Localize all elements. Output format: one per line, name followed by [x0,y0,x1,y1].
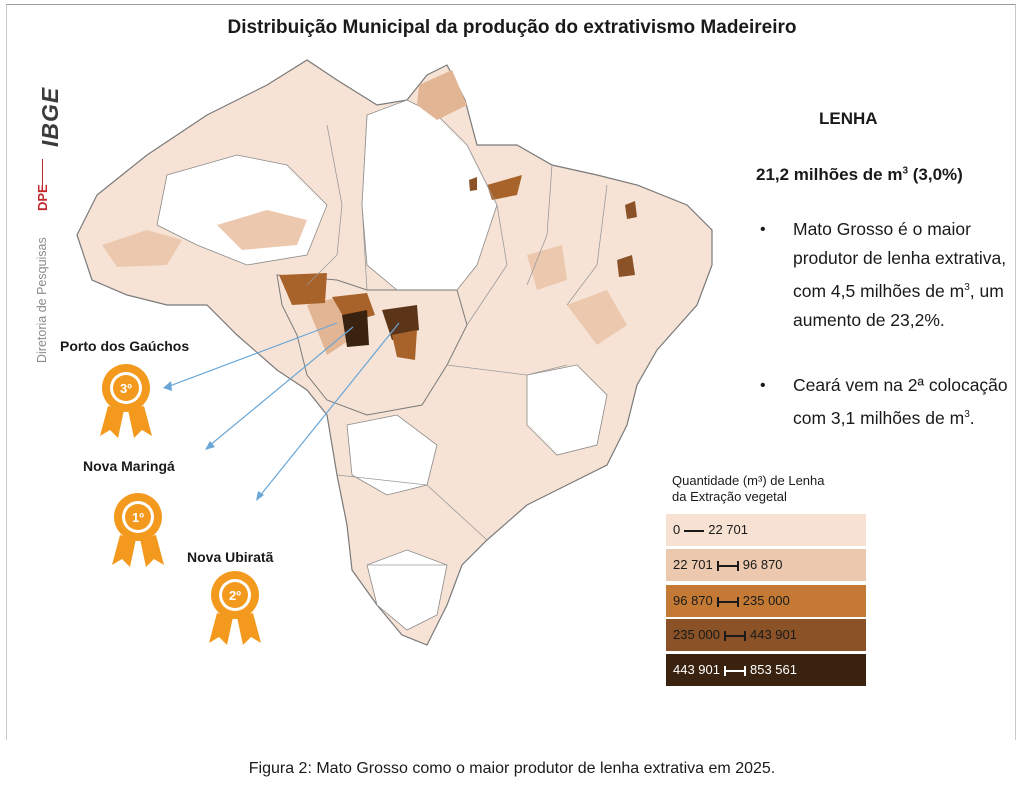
label-nova-ubirata: Nova Ubiratã [187,549,274,565]
info-heading: LENHA [819,109,878,128]
sidebar-divider [42,159,43,189]
state-lines [306,114,608,566]
patch-amapa [417,70,467,120]
slide: Distribuição Municipal da produção do ex… [6,4,1016,740]
legend-swatch [666,654,866,686]
legend-range: 96 870 235 000 [673,593,790,608]
medal-place-second: 2º [229,588,241,603]
area-nova-maringa [342,310,369,347]
medal-third [100,364,152,438]
legend-swatch [666,549,866,581]
brazil-map [76,59,713,646]
legend-high-value: 443 901 [750,627,797,642]
label-nova-maringa: Nova Maringá [83,458,175,474]
legend-low-value: 235 000 [673,627,720,642]
patch-piaui [527,245,567,290]
bullet-icon: • [760,377,766,394]
legend-range-separator [724,630,746,641]
figure-caption: Figura 2: Mato Grosso como o maior produ… [248,760,776,777]
area-pernambuco [617,255,635,277]
legend-high-value: 96 870 [742,557,783,572]
pointer-head-porto-dos-gauchos [163,381,172,391]
pointer-nova-ubirata [258,322,400,498]
legend-range: 22 701 96 870 [673,557,783,572]
legend-class-5: 443 901 853 561 [666,654,876,686]
legend-range-separator [724,665,746,676]
legend-low-value: 0 [673,522,681,537]
legend-range-separator [716,596,739,607]
label-porto-dos-gauchos: Porto dos Gaúchos [60,338,190,354]
legend-range-separator [716,560,739,571]
region-rs-blank [366,549,448,631]
patch-northeast [567,290,627,345]
legend-class-4: 235 000 443 901 [666,619,876,651]
medal-layer: 3º 1º 2º [100,364,261,645]
map-title: Distribuição Municipal da produção do ex… [227,17,797,38]
area-ceara [625,201,637,219]
medal-place-first: 1º [132,510,144,525]
legend-class-1: 0 22 701 [666,514,876,546]
pointer-head-nova-ubirata [256,491,264,501]
legend-high-value: 853 561 [750,662,797,677]
legend-low-value: 443 901 [673,662,720,677]
area-porto-dos-gauchos [279,273,327,305]
area-nova-ubirata [382,305,419,340]
legend-high-value: 22 701 [708,522,748,537]
area-para-small [469,177,477,191]
pointer-porto-dos-gauchos [166,322,338,388]
legend-range-separator [684,529,705,532]
patch-amazonas-central [217,210,307,250]
legend-class-2: 22 701 96 870 [666,549,876,581]
bullet-ceara: • Ceará vem na 2ª colocação com 3,1 milh… [760,371,1023,433]
legend-title: Quantidade (m³) de Lenha da Extração veg… [672,473,825,504]
medal-first [112,493,164,567]
legend-range: 235 000 443 901 [673,627,797,642]
medal-place-third: 3º [120,381,132,396]
bullet-icon: • [760,221,766,238]
legend-swatch [666,585,866,617]
legend-class-3: 96 870 235 000 [666,585,876,617]
pointer-nova-maringa [208,326,354,447]
medal-second [209,571,261,645]
area-mt-south [392,330,417,360]
legend-high-value: 235 000 [742,593,790,608]
info-total: 21,2 milhões de m3 (3,0%) [756,165,963,184]
legend-range: 0 22 701 [673,522,748,537]
area-para-east [487,175,522,200]
region-southeast-blank [526,364,608,456]
legend-range: 443 901 853 561 [673,662,797,677]
pointer-head-nova-maringa [205,441,215,450]
patch-amazonas-west [102,230,182,267]
legend-low-value: 22 701 [673,557,713,572]
bullet-mato-grosso: • Mato Grosso é o maior produtor de lenh… [760,215,1023,335]
legend-swatch [666,619,866,651]
sidebar: IBGE DPE Diretoria de Pesquisas [23,23,63,363]
legend-low-value: 96 870 [673,593,713,608]
